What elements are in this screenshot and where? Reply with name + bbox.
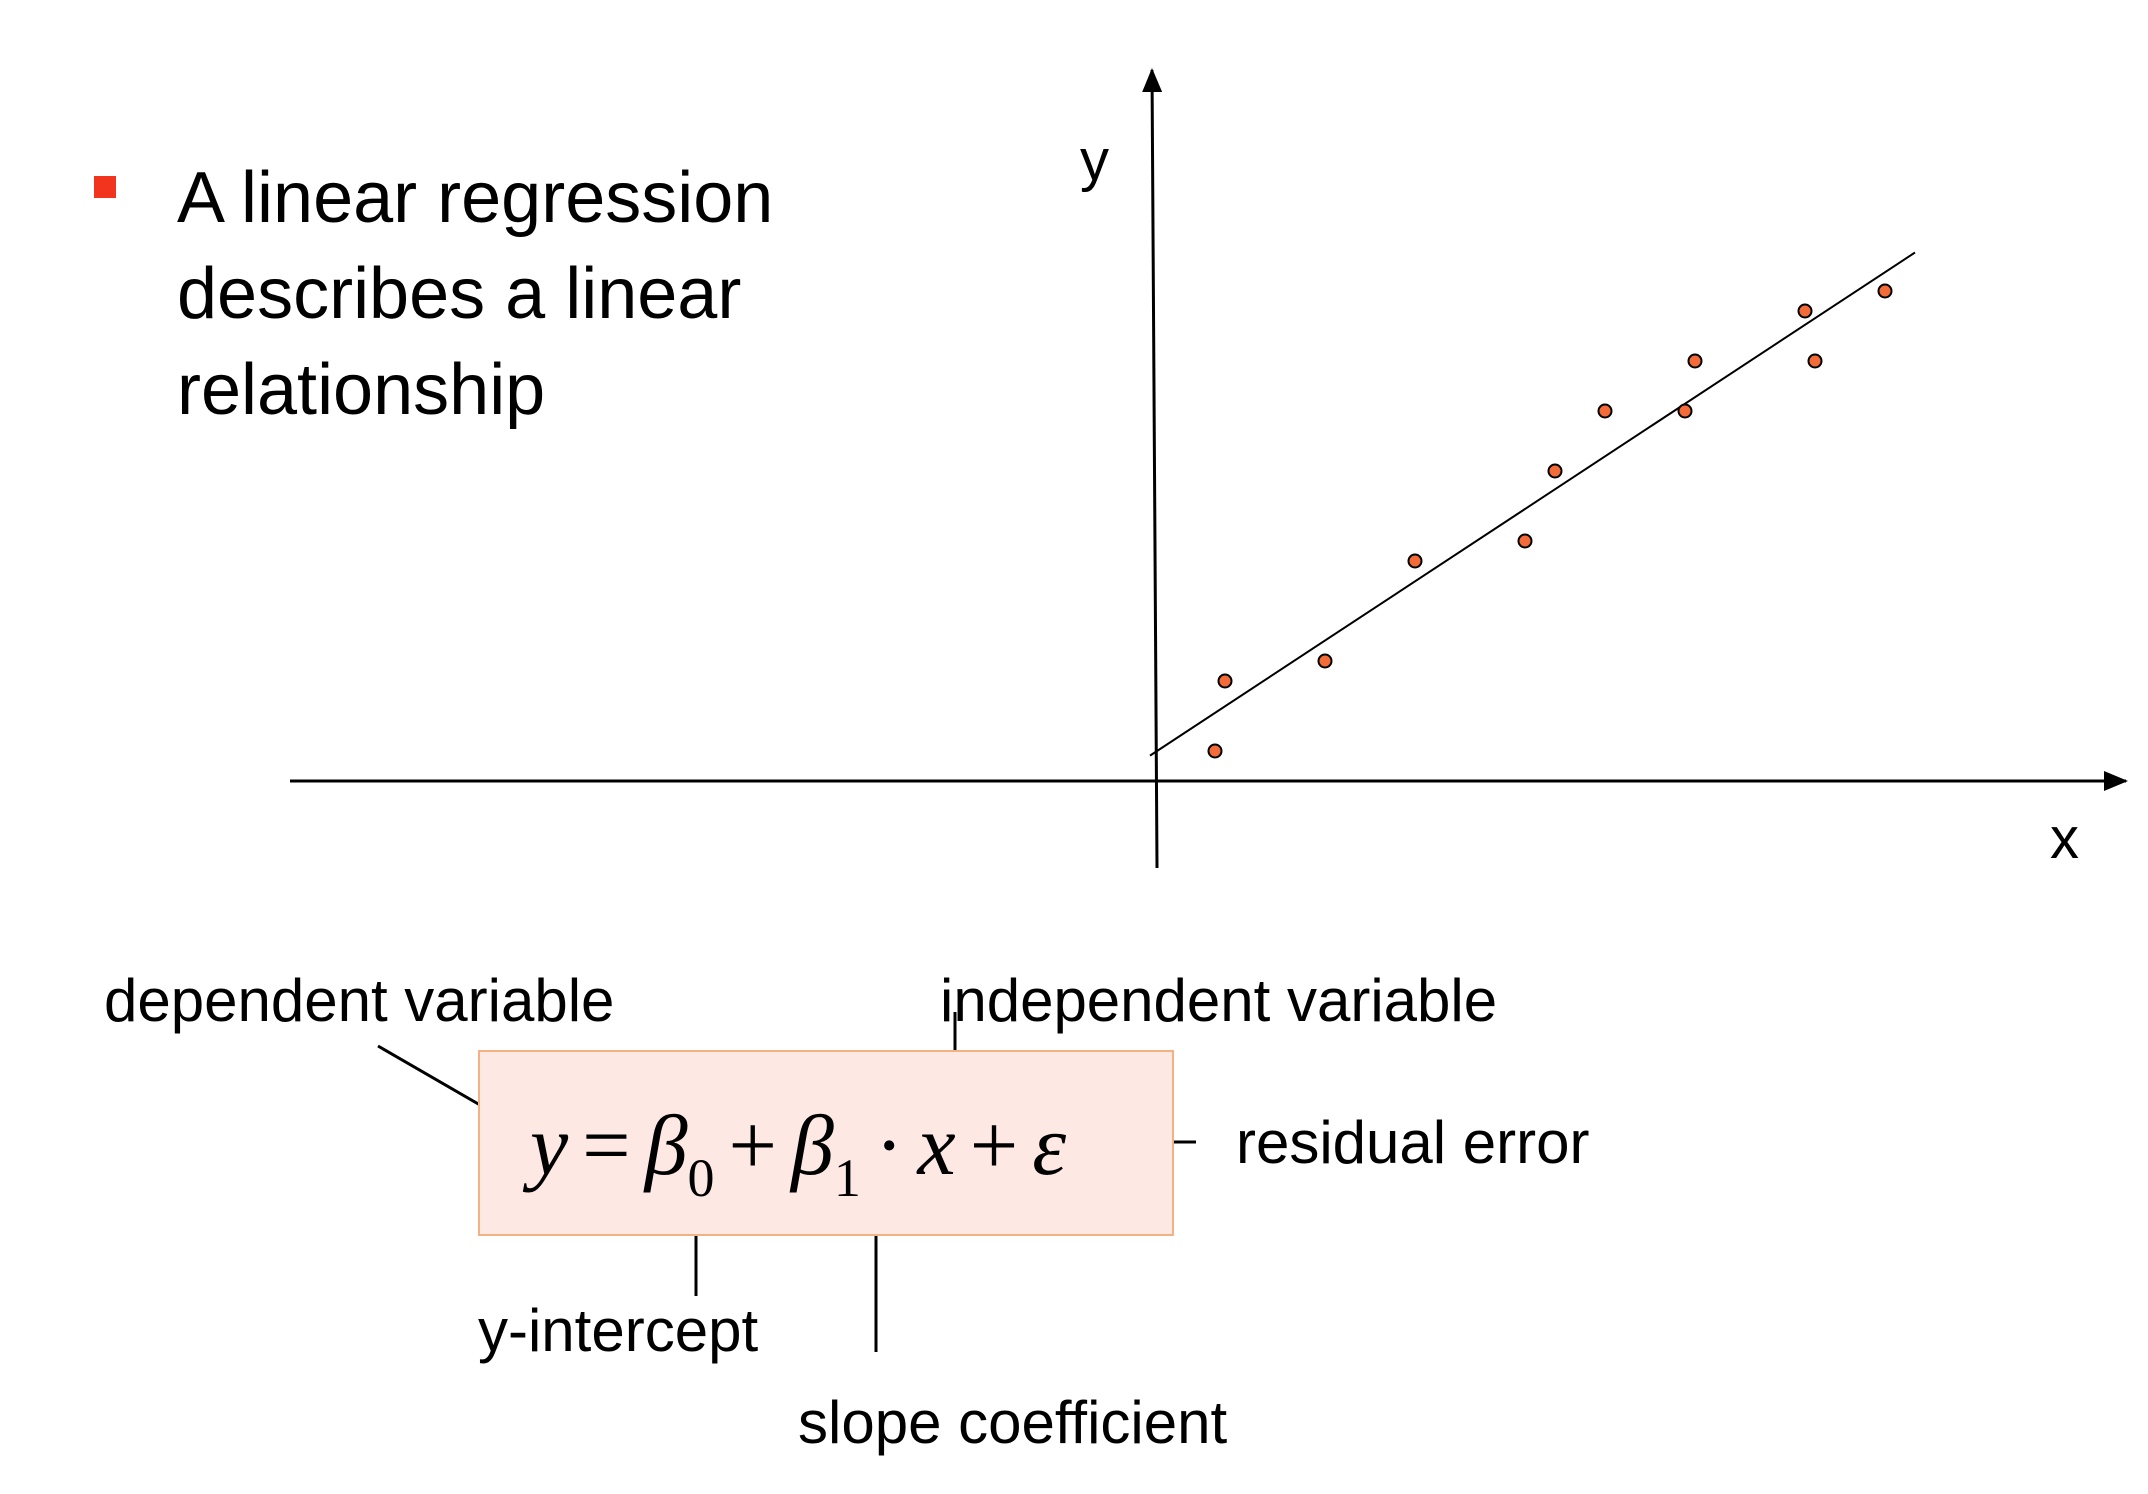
formula-epsilon: ε <box>1032 1097 1067 1193</box>
bullet-line-2: describes a linear <box>177 254 742 334</box>
independent-variable-label: independent variable <box>940 967 1498 1034</box>
residual-error-label: residual error <box>1236 1109 1590 1176</box>
data-point <box>1687 353 1703 369</box>
data-point <box>1517 533 1533 549</box>
data-point <box>1207 743 1223 759</box>
data-points <box>1207 283 1893 759</box>
data-point <box>1807 353 1823 369</box>
y-axis <box>1142 68 1163 869</box>
bullet-text: A linear regression describes a linear r… <box>177 150 897 438</box>
formula-box <box>478 1050 1174 1236</box>
dependent-variable-label: dependent variable <box>104 967 615 1034</box>
formula-x: x <box>917 1097 956 1193</box>
formula-equals: = <box>582 1097 631 1193</box>
data-point <box>1217 673 1233 689</box>
formula-beta0: β0 <box>644 1097 715 1208</box>
data-point <box>1877 283 1893 299</box>
y-axis-label: y <box>1080 128 1109 193</box>
bullet-line-3: relationship <box>177 350 546 430</box>
regression-formula: y = β0 + β1 · x + ε <box>530 1095 1066 1228</box>
data-point <box>1677 403 1693 419</box>
formula-dot: · <box>874 1097 904 1193</box>
slope-coefficient-label: slope coefficient <box>798 1389 1228 1456</box>
x-axis-label: x <box>2050 806 2079 871</box>
data-point <box>1407 553 1423 569</box>
regression-line <box>1149 251 1916 757</box>
bullet-line-1: A linear regression <box>177 158 774 238</box>
data-point <box>1797 303 1813 319</box>
formula-beta1: β1 <box>791 1097 861 1208</box>
formula-plus-1: + <box>728 1097 778 1193</box>
formula-y: y <box>530 1097 569 1193</box>
formula-plus-2: + <box>969 1097 1019 1193</box>
data-point <box>1597 403 1613 419</box>
data-point <box>1317 653 1333 669</box>
y-intercept-label: y-intercept <box>478 1297 759 1364</box>
bullet-marker <box>94 176 116 198</box>
data-point <box>1547 463 1563 479</box>
